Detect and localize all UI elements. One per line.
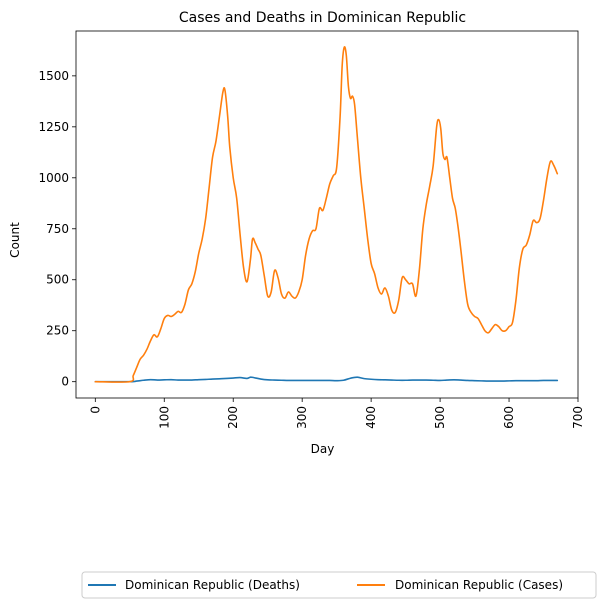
y-tick-label: 1500 (38, 69, 69, 83)
y-tick-label: 250 (46, 324, 69, 338)
plot-frame (75, 30, 579, 399)
legend: Dominican Republic (Deaths) Dominican Re… (81, 571, 597, 599)
chart-title: Cases and Deaths in Dominican Republic (179, 10, 466, 26)
y-axis-label: Count (8, 222, 22, 258)
x-tick-label: 600 (502, 406, 516, 429)
legend-box (81, 571, 597, 599)
legend-label-cases: Dominican Republic (Cases) (395, 578, 563, 592)
series-line-cases (94, 46, 559, 383)
x-tick-label: 500 (433, 406, 447, 429)
y-tick-label: 500 (46, 273, 69, 287)
x-tick-label: 400 (364, 406, 378, 429)
y-tick-label: 750 (46, 222, 69, 236)
x-axis-ticks: 0 100 200 300 400 500 600 700 (88, 398, 585, 429)
series-line-deaths (94, 376, 559, 383)
y-tick-label: 0 (61, 375, 69, 389)
y-axis-ticks: 0 250 500 750 1000 1250 1500 (38, 69, 76, 389)
x-tick-label: 700 (571, 406, 585, 429)
y-tick-label: 1000 (38, 171, 69, 185)
x-tick-label: 100 (157, 406, 171, 429)
x-tick-label: 0 (88, 406, 102, 414)
legend-label-deaths: Dominican Republic (Deaths) (125, 578, 300, 592)
y-tick-label: 1250 (38, 120, 69, 134)
x-axis-label: Day (311, 442, 335, 456)
plot-area: 0 100 200 300 400 500 600 700 0 250 500 750 1000 125… (38, 30, 585, 429)
series-layer (94, 46, 559, 383)
x-tick-label: 300 (295, 406, 309, 429)
x-tick-label: 200 (226, 406, 240, 429)
